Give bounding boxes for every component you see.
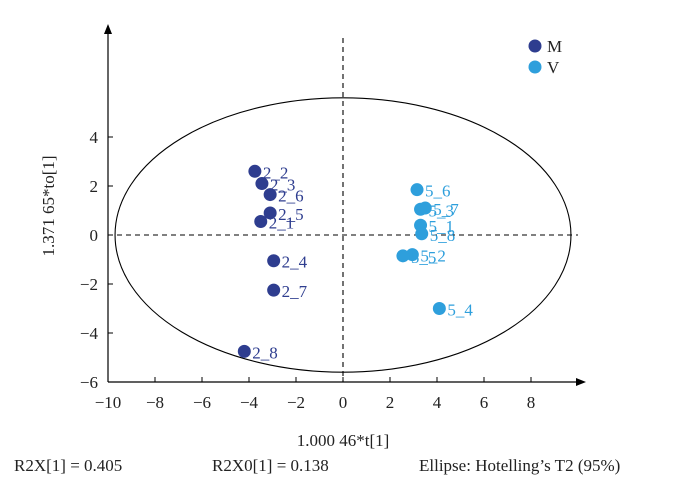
x-tick-label: −4 bbox=[240, 393, 259, 412]
point-label: 2_5 bbox=[278, 205, 304, 224]
r2x0-text: R2X0[1] = 0.138 bbox=[212, 456, 329, 475]
x-tick-label: −6 bbox=[193, 393, 211, 412]
y-tick-label: 4 bbox=[90, 128, 99, 147]
point-label: 2_1 bbox=[269, 214, 295, 233]
data-point bbox=[267, 254, 281, 268]
point-label: 5_7 bbox=[433, 200, 459, 219]
y-tick-label: −2 bbox=[80, 275, 98, 294]
y-tick-label: −6 bbox=[80, 373, 98, 392]
point-label: 5_5 bbox=[411, 248, 437, 267]
x-axis-label: 1.000 46*t[1] bbox=[297, 431, 390, 450]
point-label: 5_6 bbox=[425, 182, 451, 201]
point-label: 2_4 bbox=[282, 253, 308, 272]
x-tick-label: 2 bbox=[386, 393, 395, 412]
point-label: 2_3 bbox=[270, 176, 296, 195]
data-point bbox=[248, 164, 262, 178]
ellipse-note: Ellipse: Hotelling’s T2 (95%) bbox=[419, 456, 621, 475]
x-tick-label: 0 bbox=[339, 393, 348, 412]
point-label: 5_8 bbox=[430, 226, 456, 245]
y-tick-label: 0 bbox=[90, 226, 99, 245]
data-point bbox=[267, 283, 281, 297]
data-point bbox=[255, 177, 269, 191]
x-tick-label: −2 bbox=[287, 393, 305, 412]
data-point bbox=[254, 215, 268, 229]
data-point bbox=[263, 206, 277, 220]
y-axis-label: 1.371 65*to[1] bbox=[39, 155, 58, 256]
point-label: 2_6 bbox=[278, 187, 304, 206]
x-tick-label: −8 bbox=[146, 393, 164, 412]
y-tick-label: −4 bbox=[80, 324, 99, 343]
score-plot: −10 −8 −6 −4 −2 0 2 4 6 8 −6 −4 −2 0 2 4 1.000 46*t[1] 1.… bbox=[39, 24, 586, 450]
point-label: 5_4 bbox=[447, 301, 473, 320]
point-label: 2_7 bbox=[282, 282, 308, 301]
x-tick-label: 8 bbox=[527, 393, 536, 412]
data-point bbox=[410, 183, 424, 197]
y-tick-label: 2 bbox=[90, 177, 99, 196]
point-label: 5_2 bbox=[420, 247, 446, 266]
x-tick-label: 6 bbox=[480, 393, 489, 412]
point-label: 5_3 bbox=[429, 201, 455, 220]
data-point bbox=[263, 188, 277, 202]
model-summary: R2X[1] = 0.405 R2X0[1] = 0.138 Ellipse: … bbox=[0, 456, 700, 480]
legend-marker bbox=[528, 39, 542, 53]
data-point bbox=[415, 227, 429, 241]
data-point bbox=[396, 249, 410, 263]
data-point bbox=[432, 302, 446, 315]
x-tick-label: 4 bbox=[433, 393, 442, 412]
data-point bbox=[414, 202, 428, 216]
point-label: 2_8 bbox=[252, 343, 277, 362]
legend-label: V bbox=[547, 58, 560, 77]
legend-label: M bbox=[547, 37, 562, 56]
legend-marker bbox=[528, 60, 542, 74]
y-axis-arrow-icon bbox=[104, 24, 112, 34]
r2x-text: R2X[1] = 0.405 bbox=[14, 456, 123, 475]
x-tick-label: −10 bbox=[95, 393, 122, 412]
x-axis-arrow-icon bbox=[576, 378, 586, 386]
point-label: 5_1 bbox=[429, 217, 455, 236]
data-point bbox=[237, 344, 251, 358]
point-label: 2_2 bbox=[263, 163, 289, 182]
